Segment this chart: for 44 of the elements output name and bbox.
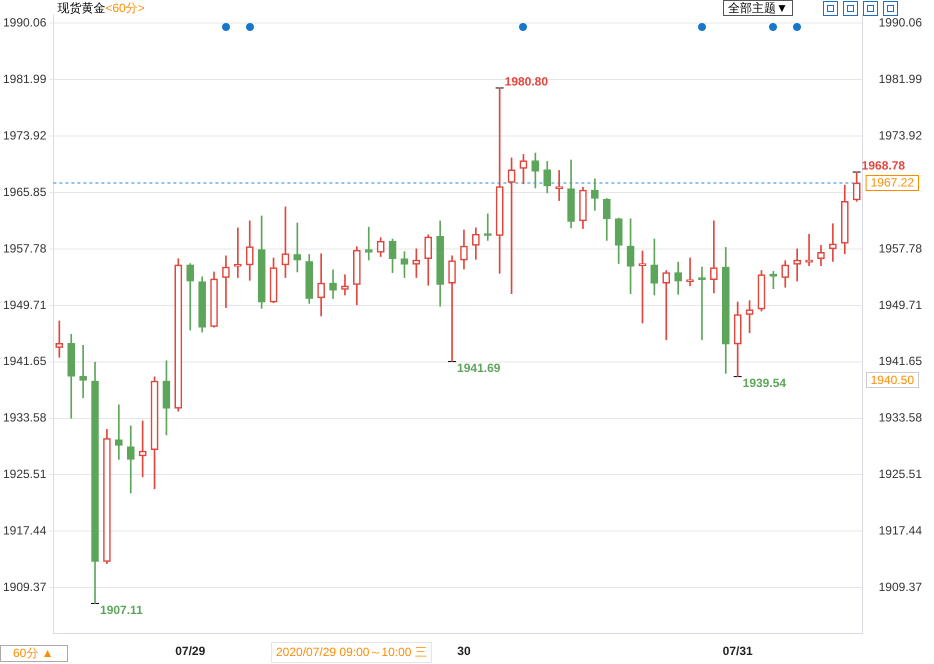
y-tick-label: 1909.37 bbox=[2, 580, 47, 594]
annotation: 1941.69 bbox=[457, 360, 501, 375]
y-tick-label: 1973.92 bbox=[2, 128, 47, 142]
text: 1940.50 bbox=[866, 372, 919, 388]
candlestick bbox=[746, 300, 754, 334]
candlestick bbox=[329, 270, 337, 299]
y2-tick-label: 1941.65 bbox=[878, 354, 922, 368]
candlestick bbox=[282, 206, 290, 278]
y-tick-label: 1949.71 bbox=[2, 298, 47, 312]
y-tick-label: 1941.65 bbox=[2, 354, 47, 368]
candlestick bbox=[341, 274, 349, 296]
candlestick bbox=[222, 256, 230, 308]
y2-tick-label: 1973.92 bbox=[878, 128, 922, 142]
y2-tick-label: 1933.58 bbox=[878, 410, 922, 425]
y-tick-label: 1965.85 bbox=[2, 184, 47, 199]
text: 全部主题▼ bbox=[723, 0, 793, 16]
y-tick-label: 1925.51 bbox=[2, 467, 47, 482]
y2-tick-label: 1909.37 bbox=[878, 580, 922, 594]
chart-subtitle: <60分> bbox=[105, 1, 145, 15]
y-tick-label: 1933.58 bbox=[2, 410, 47, 425]
x-tick-label: 30 bbox=[457, 644, 471, 658]
annotation: 1968.78 bbox=[862, 158, 906, 172]
x-tick-label: 07/29 bbox=[175, 644, 206, 658]
y-tick-label: 1917.44 bbox=[2, 524, 47, 538]
annotation: 1939.54 bbox=[742, 376, 786, 390]
y2-tick-label: 1957.78 bbox=[878, 241, 922, 256]
y2-tick-label: 1981.99 bbox=[878, 72, 922, 86]
y2-tick-label: 1990.06 bbox=[878, 15, 922, 30]
chart-title: 现货黄金 bbox=[57, 1, 106, 15]
y-tick-label: 1957.78 bbox=[2, 241, 47, 256]
candlestick bbox=[698, 266, 706, 340]
text: 60分 ▲ bbox=[0, 645, 68, 662]
y-tick-label: 1990.06 bbox=[2, 15, 47, 30]
ref-line-label: 1967.22 bbox=[870, 175, 914, 190]
y-tick-label: 1981.99 bbox=[2, 72, 47, 86]
y2-tick-label: 1949.71 bbox=[878, 298, 922, 312]
y2-tick-label: 1925.51 bbox=[878, 467, 922, 482]
text: 2020/07/29 09:00～10:00 三 bbox=[271, 642, 432, 663]
candlestick bbox=[508, 158, 516, 294]
x-tick-label: 07/31 bbox=[722, 644, 754, 658]
y2-tick-label: 1917.44 bbox=[878, 524, 922, 538]
annotation: 1907.11 bbox=[100, 602, 144, 617]
candlestick bbox=[400, 251, 408, 278]
annotation: 1980.80 bbox=[504, 74, 548, 88]
